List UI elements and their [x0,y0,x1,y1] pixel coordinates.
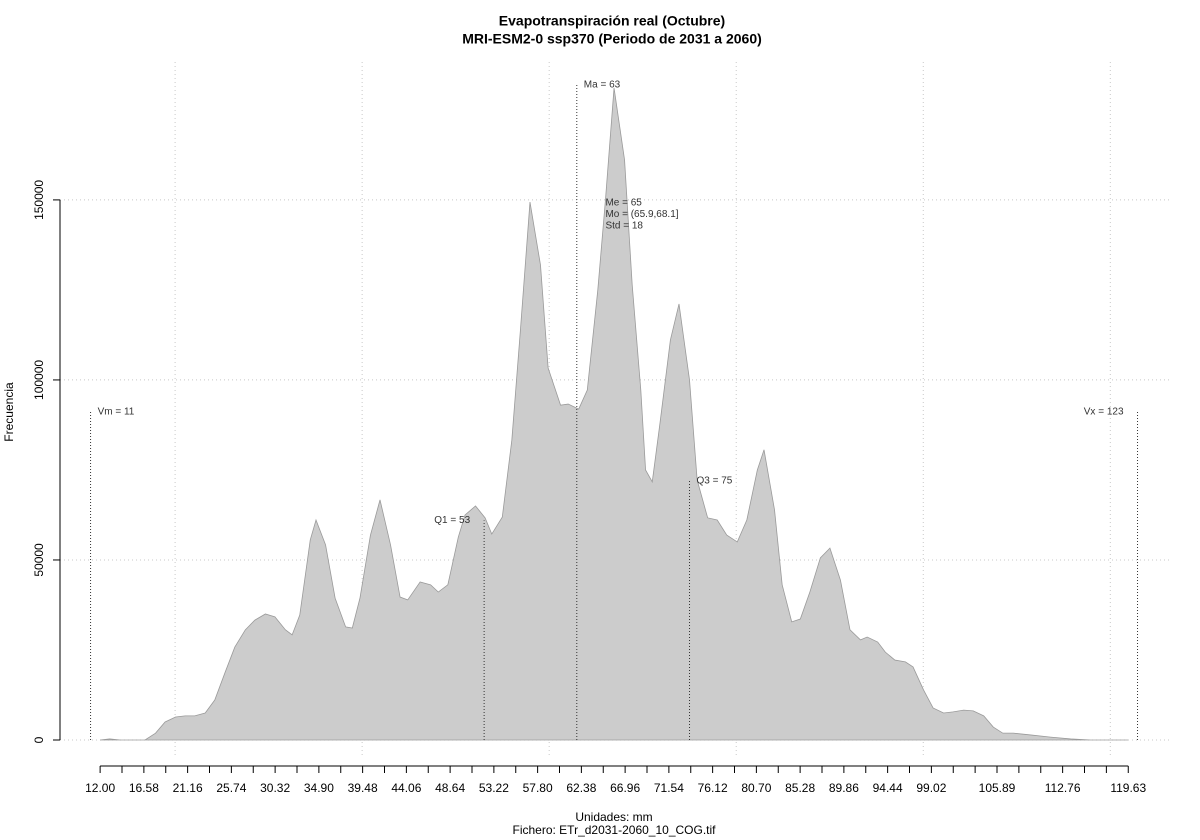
x-tick-label: 119.63 [1110,781,1146,795]
x-tick-label: 30.32 [260,781,290,795]
x-tick-label: 25.74 [216,781,246,795]
x-tick-label: 76.12 [698,781,728,795]
x-tick-label: 112.76 [1045,781,1081,795]
stats-label: Std = 18 [605,220,643,231]
annotation-label: Vm = 11 [98,407,135,418]
x-tick-label: 39.48 [348,781,378,795]
x-tick-label: 89.86 [829,781,859,795]
y-tick-label: 50000 [32,543,46,577]
x-tick-label: 62.38 [566,781,596,795]
x-tick-label: 21.16 [173,781,203,795]
chart-title: Evapotranspiración real (Octubre) [499,13,725,29]
y-tick-label: 100000 [32,360,46,400]
annotation-label: Q1 = 53 [434,515,470,526]
annotation-label: Q3 = 75 [697,475,733,486]
x-tick-label: 57.80 [523,781,553,795]
chart-subtitle: MRI-ESM2-0 ssp370 (Periodo de 2031 a 206… [462,31,762,47]
x-tick-label: 80.70 [741,781,771,795]
x-tick-label: 12.00 [85,781,115,795]
x-tick-label: 99.02 [916,781,946,795]
x-tick-label: 71.54 [654,781,684,795]
annotation-label: Vx = 123 [1084,407,1124,418]
y-tick-label: 150000 [32,180,46,220]
density-area [100,87,1128,741]
x-tick-label: 66.96 [610,781,640,795]
x-tick-label: 53.22 [479,781,509,795]
x-tick-label: 34.90 [304,781,334,795]
stats-label: Me = 65 [605,197,642,208]
caption: Fichero: ETr_d2031-2060_10_COG.tif [513,823,717,837]
y-axis-label: Frecuencia [2,382,16,442]
x-axis-label: Unidades: mm [575,810,652,824]
x-tick-label: 16.58 [129,781,159,795]
x-tick-label: 44.06 [391,781,421,795]
stats-label: Mo = (65.9,68.1] [605,209,678,220]
x-tick-label: 48.64 [435,781,465,795]
x-tick-label: 85.28 [785,781,815,795]
x-tick-label: 94.44 [873,781,903,795]
x-tick-label: 105.89 [979,781,1016,795]
y-tick-label: 0 [32,736,46,743]
annotation-label: Ma = 63 [584,80,621,91]
